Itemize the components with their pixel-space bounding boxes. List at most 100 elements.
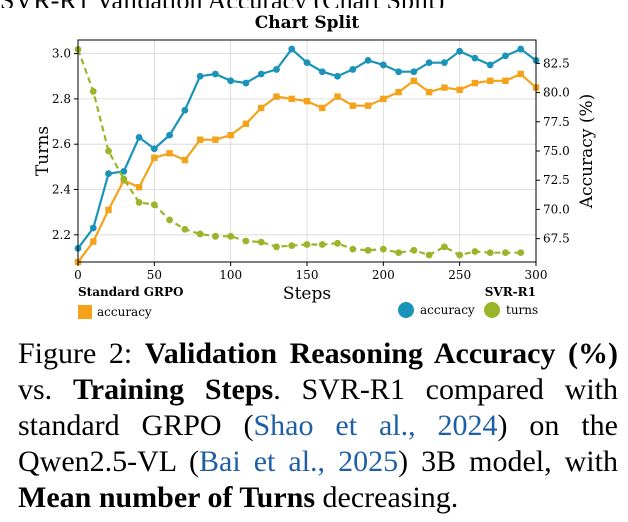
series-point-0	[441, 84, 448, 91]
series-point-0	[105, 206, 112, 214]
series-point-0	[135, 184, 143, 191]
series-point-0	[487, 77, 494, 84]
series-point-1	[212, 70, 219, 78]
series-point-1	[166, 131, 174, 139]
series-point-0	[151, 154, 158, 161]
y-left-tick-label: 2.4	[52, 183, 71, 197]
y-left-tick-label: 2.8	[52, 92, 71, 106]
series-point-1	[303, 59, 311, 67]
legend-right-label-turns: turns	[506, 303, 538, 317]
series-point-0	[395, 88, 402, 96]
series-point-0	[410, 77, 418, 84]
caption-bold-turns: Mean number of Turns	[18, 481, 316, 514]
series-point-2	[318, 241, 326, 248]
y-left-axis-title: Turns	[33, 126, 53, 176]
series-point-0	[380, 95, 387, 103]
series-line-2	[76, 48, 521, 257]
series-point-1	[471, 54, 479, 62]
series-point-2	[105, 147, 112, 155]
line-chart: 0 50 100 150 200 250 300 2.2 2.4 2.6 2.8 3.0 67.5 70.…	[33, 13, 597, 319]
series-point-2	[471, 248, 479, 255]
series-point-2	[89, 88, 97, 95]
series-point-1	[349, 66, 357, 73]
series-point-2	[364, 246, 372, 254]
series-point-2	[273, 243, 280, 251]
series-point-1	[196, 72, 204, 80]
series-point-1	[120, 167, 128, 175]
y-right-tick-label: 77.5	[543, 115, 570, 129]
series-point-1	[379, 61, 387, 69]
series-point-2	[425, 251, 433, 259]
series-point-1	[257, 70, 265, 78]
y-right-tick-label: 70.0	[543, 202, 570, 216]
series-point-0	[349, 102, 356, 109]
legend-right-swatch-turns	[484, 302, 500, 318]
series-point-0	[334, 93, 341, 100]
y-left-tick-label: 3.0	[52, 47, 71, 61]
caption-vs: vs.	[18, 373, 53, 406]
grid	[77, 40, 537, 262]
caption-text-4: decreasing.	[322, 481, 459, 514]
series-point-1	[288, 45, 296, 53]
series-point-0	[273, 93, 280, 100]
series-point-0	[502, 77, 509, 84]
series-point-2	[150, 201, 158, 209]
series-point-2	[257, 238, 265, 246]
series-point-1	[395, 68, 402, 76]
series-point-0	[456, 86, 463, 94]
series-point-1	[486, 61, 494, 69]
series-point-1	[334, 72, 341, 80]
x-tick-label: 200	[372, 268, 395, 282]
series-point-0	[364, 102, 372, 109]
series-point-1	[318, 68, 326, 76]
series-point-0	[242, 120, 250, 128]
series-point-1	[89, 224, 97, 232]
series-point-1	[227, 77, 235, 85]
series-point-2	[334, 239, 341, 247]
legend-right-swatch-accuracy	[398, 302, 414, 318]
y-left-tick-label: 2.2	[52, 228, 71, 242]
series-point-0	[258, 104, 265, 112]
legend-right-label-accuracy: accuracy	[420, 303, 475, 317]
series-point-0	[196, 136, 204, 143]
series-point-1	[456, 47, 464, 55]
y-right-tick-label: 75.0	[543, 144, 570, 158]
figure-caption: Figure 2: Validation Reasoning Accuracy …	[18, 336, 618, 516]
caption-text-1: . SVR-R1 compared with standard GRPO (	[18, 373, 619, 442]
x-axis-title: Steps	[283, 284, 331, 304]
series-point-0	[90, 238, 97, 245]
series-point-2	[212, 232, 219, 240]
series-point-1	[150, 145, 158, 153]
series-point-1	[425, 59, 433, 67]
citation-bai[interactable]: Bai et al., 2025	[199, 445, 399, 478]
series-point-1	[441, 59, 448, 67]
series-point-0	[212, 136, 219, 143]
series-point-2	[196, 230, 204, 238]
series-layer	[74, 45, 540, 266]
series-point-1	[502, 52, 509, 60]
series-point-0	[181, 156, 189, 164]
x-tick-label: 150	[296, 268, 319, 282]
chart-title: Chart Split	[255, 13, 360, 33]
caption-bold-accuracy: Validation Reasoning Accuracy (%)	[144, 337, 619, 370]
series-point-2	[486, 249, 494, 257]
series-point-0	[227, 131, 234, 139]
caption-bold-steps: Training Steps	[72, 373, 274, 406]
series-point-2	[166, 216, 174, 224]
series-point-1	[364, 56, 372, 64]
series-point-2	[395, 249, 402, 257]
series-point-0	[166, 150, 173, 157]
legends: Standard GRPO accuracy SVR-R1 accuracy turns	[78, 285, 538, 319]
series-point-1	[135, 134, 143, 141]
page-top-fragment: SVR-R1 Validation Accuracy (Chart Split)	[0, 0, 628, 8]
series-point-1	[105, 170, 112, 178]
y-right-tick-label: 67.5	[543, 232, 570, 246]
series-point-2	[227, 232, 235, 240]
series-point-2	[303, 241, 311, 248]
x-tick-label: 0	[74, 268, 82, 282]
ticks: 0 50 100 150 200 250 300 2.2 2.4 2.6 2.8 3.0 67.5 70.…	[52, 47, 570, 282]
series-point-2	[349, 245, 357, 253]
series-point-1	[517, 45, 525, 53]
series-point-2	[410, 246, 418, 254]
citation-shao[interactable]: Shao et al., 2024	[253, 409, 498, 442]
